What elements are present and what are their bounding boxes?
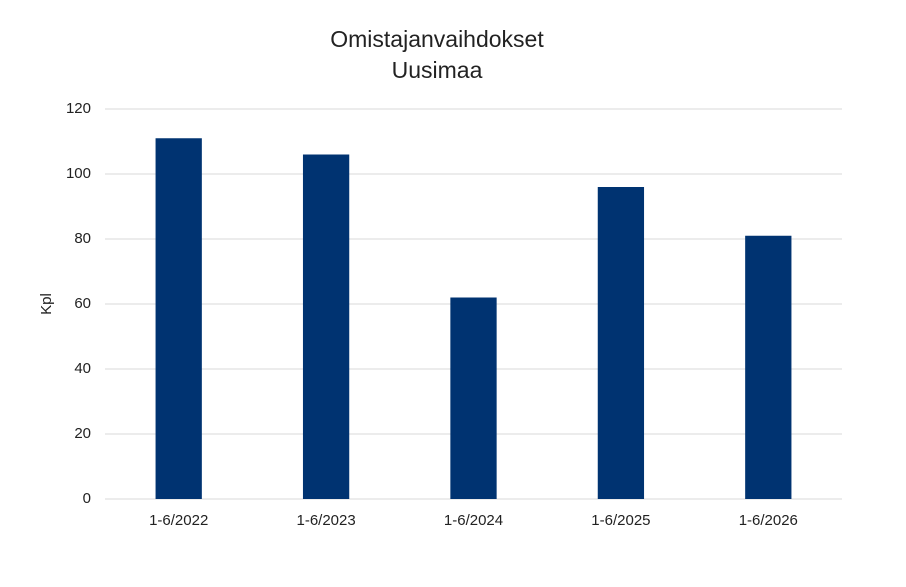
x-tick-label: 1-6/2023 bbox=[296, 512, 355, 529]
y-tick-label: 0 bbox=[83, 490, 91, 507]
y-tick-label: 20 bbox=[74, 425, 91, 442]
y-tick-label: 60 bbox=[74, 295, 91, 312]
bar bbox=[597, 187, 645, 499]
bar bbox=[450, 297, 497, 499]
bar bbox=[155, 138, 202, 499]
bar bbox=[302, 154, 350, 499]
y-axis-label: Kpl bbox=[38, 293, 55, 315]
x-tick-label: 1-6/2026 bbox=[739, 512, 798, 529]
y-tick-label: 100 bbox=[66, 165, 91, 182]
y-tick-label: 80 bbox=[74, 230, 91, 247]
chart-subtitle: Uusimaa bbox=[392, 57, 483, 83]
bar bbox=[745, 235, 792, 499]
chart-title: Omistajanvaihdokset bbox=[330, 26, 544, 52]
y-tick-label: 40 bbox=[74, 360, 91, 377]
x-tick-label: 1-6/2025 bbox=[591, 512, 650, 529]
x-tick-label: 1-6/2022 bbox=[149, 512, 208, 529]
y-tick-label: 120 bbox=[66, 100, 91, 117]
x-tick-label: 1-6/2024 bbox=[444, 512, 503, 529]
